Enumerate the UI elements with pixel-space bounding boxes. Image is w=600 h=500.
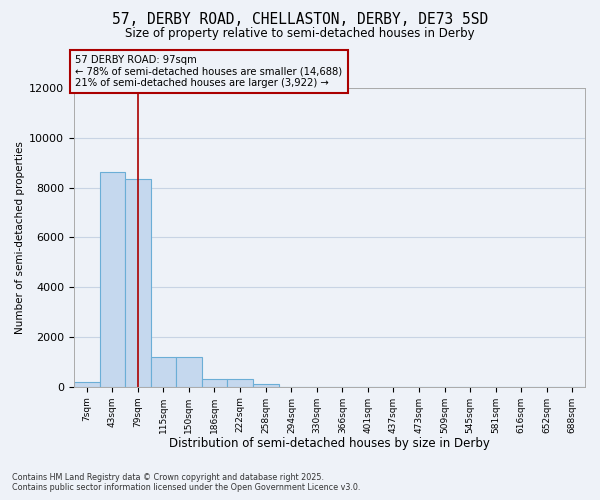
Bar (74, 382, 100, 386)
Text: Contains HM Land Registry data © Crown copyright and database right 2025.
Contai: Contains HM Land Registry data © Crown c… (12, 473, 361, 492)
Bar (125, 179, 151, 386)
Bar (151, 357, 176, 386)
Text: Size of property relative to semi-detached houses in Derby: Size of property relative to semi-detach… (125, 28, 475, 40)
Bar (202, 378, 227, 386)
Bar (227, 378, 253, 386)
Text: 57 DERBY ROAD: 97sqm
← 78% of semi-detached houses are smaller (14,688)
21% of s: 57 DERBY ROAD: 97sqm ← 78% of semi-detac… (76, 55, 343, 88)
Y-axis label: Number of semi-detached properties: Number of semi-detached properties (15, 141, 25, 334)
Text: 57, DERBY ROAD, CHELLASTON, DERBY, DE73 5SD: 57, DERBY ROAD, CHELLASTON, DERBY, DE73 … (112, 12, 488, 28)
Bar (176, 357, 202, 386)
X-axis label: Distribution of semi-detached houses by size in Derby: Distribution of semi-detached houses by … (169, 437, 490, 450)
Bar (100, 172, 125, 386)
Bar (253, 384, 278, 386)
